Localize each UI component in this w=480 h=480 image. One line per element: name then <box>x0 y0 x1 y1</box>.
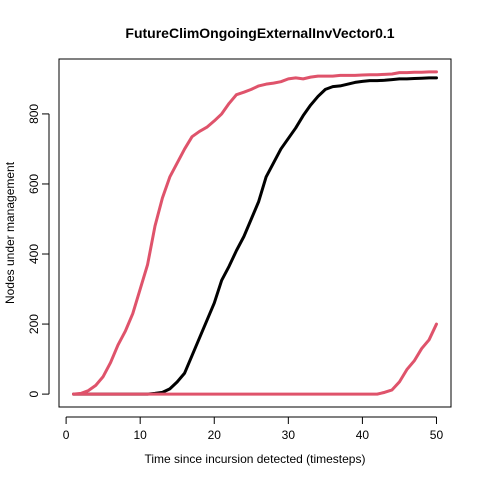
x-tick-label: 50 <box>430 428 444 442</box>
series-line-2 <box>72 70 438 396</box>
chart-title: FutureClimOngoingExternalInvVector0.1 <box>125 25 394 41</box>
x-tick-label: 30 <box>282 428 296 442</box>
series-layer <box>72 70 438 396</box>
x-axis: 0 10 20 30 40 50 <box>63 416 444 442</box>
y-axis-label: Nodes under management <box>3 161 17 304</box>
x-tick-label: 10 <box>134 428 148 442</box>
y-axis: 0 200 400 600 800 <box>27 104 50 397</box>
y-tick-label: 0 <box>27 390 41 397</box>
y-tick-label: 200 <box>27 314 41 334</box>
x-axis-label: Time since incursion detected (timesteps… <box>145 452 366 466</box>
y-tick-label: 800 <box>27 104 41 124</box>
y-tick-label: 400 <box>27 244 41 264</box>
x-tick-label: 40 <box>356 428 370 442</box>
series-line-3 <box>72 322 438 396</box>
y-tick-label: 600 <box>27 174 41 194</box>
x-tick-label: 0 <box>63 428 70 442</box>
x-tick-label: 20 <box>208 428 222 442</box>
plot-frame <box>58 58 452 408</box>
